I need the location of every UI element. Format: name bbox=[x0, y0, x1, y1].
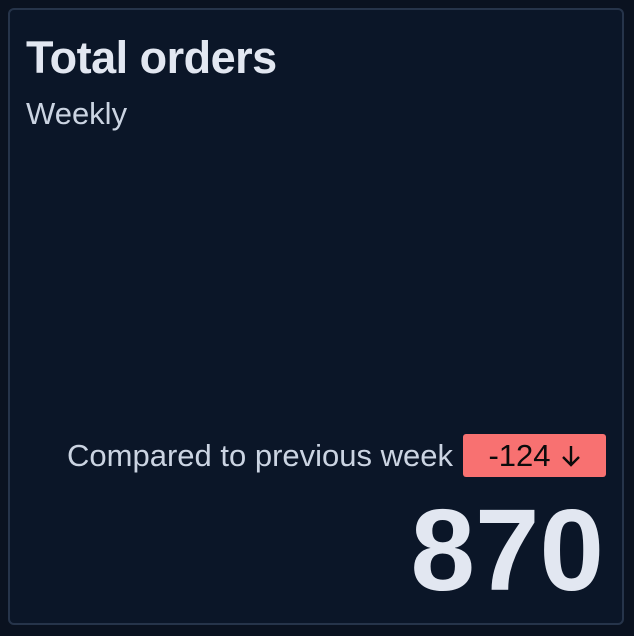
total-value: 870 bbox=[410, 485, 604, 615]
arrow-down-icon bbox=[561, 445, 580, 467]
card-title: Total orders bbox=[26, 32, 277, 83]
delta-value: -124 bbox=[488, 437, 551, 473]
delta-badge: -124 bbox=[463, 434, 606, 477]
total-orders-card: Total orders Weekly Compared to previous… bbox=[8, 8, 624, 625]
comparison-label: Compared to previous week bbox=[67, 437, 453, 473]
comparison-row: Compared to previous week -124 bbox=[67, 434, 606, 477]
card-subtitle: Weekly bbox=[26, 96, 128, 131]
